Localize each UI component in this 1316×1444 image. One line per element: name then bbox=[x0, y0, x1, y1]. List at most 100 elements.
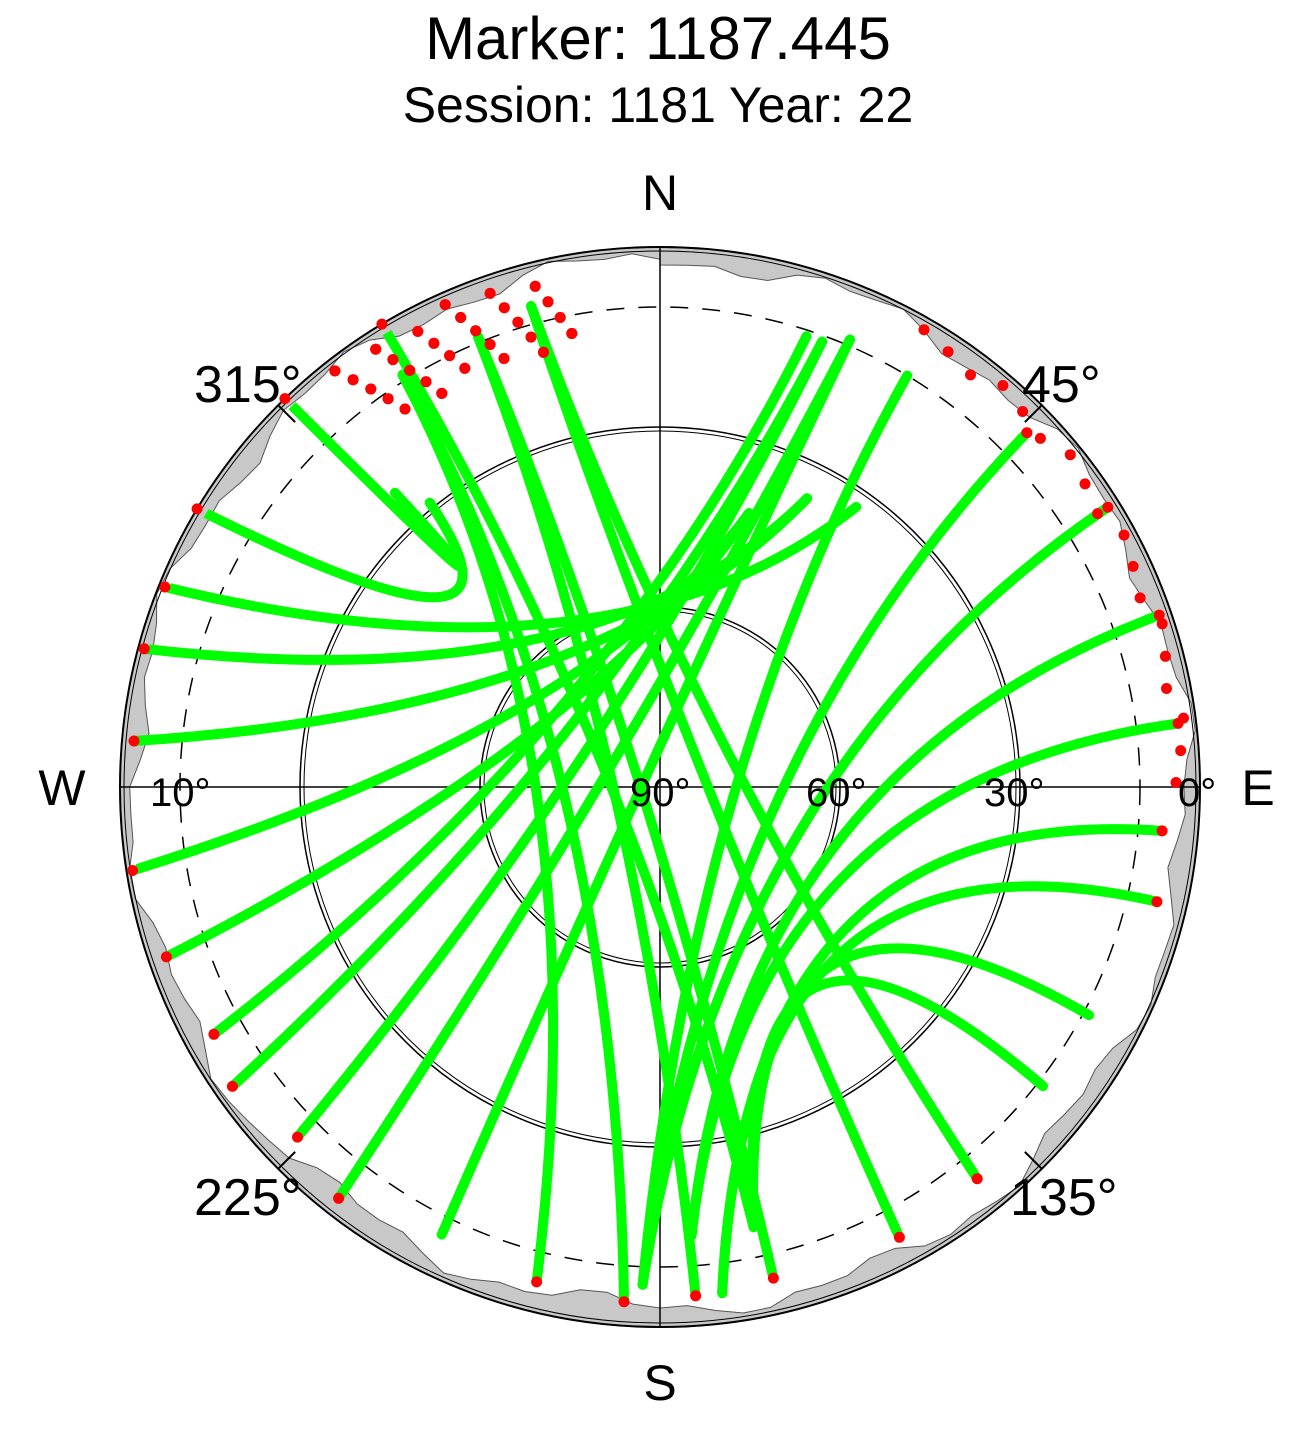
satellite-track bbox=[637, 370, 913, 1290]
satellite-track bbox=[159, 501, 862, 633]
masked-point bbox=[365, 383, 377, 395]
chart-subtitle: Session: 1181 Year: 22 bbox=[402, 77, 914, 133]
masked-point bbox=[347, 374, 359, 386]
azimuth-tick-225 bbox=[277, 1151, 296, 1170]
masked-point bbox=[329, 365, 341, 377]
azimuth-label-45: 45° bbox=[1022, 356, 1101, 414]
satellite-track bbox=[747, 975, 1048, 1233]
masked-point bbox=[498, 302, 510, 314]
masked-point bbox=[1017, 406, 1029, 417]
masked-point bbox=[1034, 432, 1046, 444]
masked-point bbox=[370, 343, 382, 355]
masked-point bbox=[767, 1272, 779, 1284]
satellite-track bbox=[292, 336, 828, 1143]
elevation-label-90: 90° bbox=[630, 771, 691, 815]
masked-point bbox=[420, 376, 432, 388]
masked-point bbox=[376, 318, 388, 330]
satellite-track bbox=[397, 369, 629, 1307]
masked-point bbox=[484, 339, 496, 350]
masked-point bbox=[1134, 592, 1146, 604]
satellite-track bbox=[686, 718, 1184, 1241]
masked-point bbox=[566, 328, 578, 339]
satellite-track bbox=[192, 497, 468, 603]
masked-point bbox=[455, 312, 467, 323]
masked-point bbox=[226, 1080, 238, 1092]
masked-point bbox=[404, 364, 416, 376]
masked-point bbox=[428, 337, 440, 349]
masked-point bbox=[1153, 609, 1165, 621]
masked-point bbox=[1118, 529, 1130, 541]
masked-point bbox=[191, 503, 203, 515]
masked-point bbox=[1159, 650, 1171, 662]
masked-point bbox=[618, 1296, 630, 1308]
masked-point bbox=[1175, 745, 1187, 757]
chart-title: Marker: 1187.445 bbox=[425, 5, 891, 72]
satellite-track bbox=[686, 610, 1165, 1241]
masked-point bbox=[399, 403, 411, 415]
masked-point bbox=[1178, 712, 1189, 724]
elevation-label-0: 0° bbox=[1178, 771, 1216, 815]
satellite-track bbox=[208, 331, 812, 1040]
satellite-track bbox=[637, 427, 1032, 1290]
elevation-label-30: 30° bbox=[984, 771, 1045, 815]
masked-point bbox=[554, 312, 566, 323]
masked-point bbox=[208, 1028, 220, 1040]
masked-point bbox=[965, 369, 976, 381]
elevation-label-60: 60° bbox=[806, 771, 867, 815]
masked-point bbox=[459, 362, 471, 374]
masked-point bbox=[387, 354, 399, 366]
masked-point bbox=[529, 280, 541, 292]
masked-point bbox=[918, 324, 930, 336]
satellite-track bbox=[279, 393, 464, 571]
satellite-track bbox=[436, 334, 855, 1240]
masked-point bbox=[1156, 825, 1168, 837]
masked-point bbox=[128, 735, 140, 747]
satellite-track bbox=[472, 331, 779, 1284]
masked-point bbox=[1079, 478, 1091, 490]
north-label: N bbox=[642, 165, 678, 221]
satellite-track bbox=[333, 334, 855, 1204]
masked-point bbox=[690, 1290, 702, 1302]
masked-point bbox=[1156, 618, 1168, 630]
masked-point bbox=[484, 287, 496, 299]
masked-point bbox=[1102, 501, 1114, 513]
east-label: E bbox=[1241, 760, 1274, 816]
masked-point bbox=[333, 1192, 345, 1204]
masked-point bbox=[971, 1173, 983, 1185]
south-label: S bbox=[643, 1355, 676, 1411]
satellite-tracks bbox=[130, 301, 1184, 1307]
masked-point bbox=[512, 316, 524, 328]
azimuth-tick-315 bbox=[277, 404, 296, 423]
west-label: W bbox=[38, 760, 86, 816]
masked-point bbox=[1127, 560, 1139, 572]
masked-point bbox=[412, 325, 424, 337]
masked-point bbox=[531, 1276, 543, 1288]
masked-point bbox=[160, 951, 172, 963]
masked-point bbox=[525, 331, 537, 343]
elevation-label-10: 10° bbox=[150, 771, 211, 815]
masked-point bbox=[439, 299, 451, 311]
masked-point bbox=[498, 353, 510, 364]
satellite-track bbox=[637, 502, 1113, 1290]
masked-point bbox=[1161, 683, 1172, 694]
polar-grid bbox=[119, 246, 1201, 1328]
masked-point bbox=[436, 387, 448, 399]
masked-point bbox=[997, 380, 1009, 391]
azimuth-label-225: 225° bbox=[194, 1169, 302, 1227]
masked-point bbox=[382, 393, 394, 405]
satellite-track bbox=[526, 301, 983, 1184]
masked-point bbox=[542, 296, 554, 308]
masked-point bbox=[1064, 449, 1076, 461]
masked-point bbox=[127, 865, 139, 876]
satellite-track bbox=[717, 824, 1168, 1299]
masked-point bbox=[942, 346, 954, 358]
masked-point bbox=[279, 393, 291, 405]
masked-point bbox=[538, 346, 549, 358]
azimuth-tick-45 bbox=[1024, 404, 1043, 423]
satellite-track bbox=[526, 301, 905, 1243]
azimuth-tick-135 bbox=[1024, 1151, 1043, 1170]
masked-point bbox=[1092, 508, 1104, 520]
masked-point bbox=[444, 350, 456, 362]
masked-points bbox=[127, 280, 1189, 1308]
